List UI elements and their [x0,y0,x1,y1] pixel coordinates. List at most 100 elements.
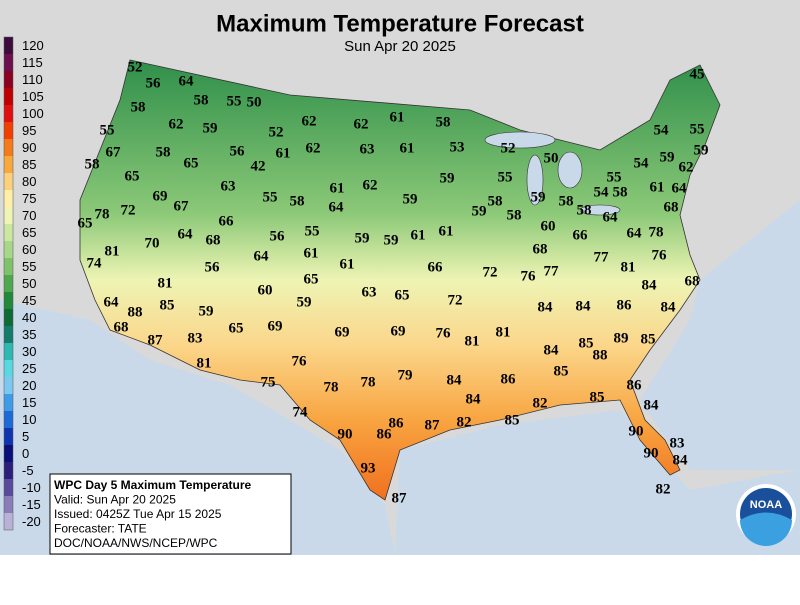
temperature: 84 [447,372,463,388]
temperature: 69 [391,323,406,339]
logo-wave [740,512,792,546]
temperature: 58 [85,156,100,172]
temperature: 60 [541,218,556,234]
temperature: 86 [617,297,633,313]
legend-swatch [4,156,13,173]
temperature: 68 [114,319,129,335]
lake-huron [557,151,583,189]
temperature: 60 [258,282,273,298]
legend-swatch [4,241,13,258]
legend-swatch [4,258,13,275]
temperature: 67 [174,198,190,214]
temperature: 88 [128,304,143,320]
legend-swatch [4,105,13,122]
temperature: 81 [158,275,173,291]
temperature: 90 [338,426,353,442]
temperature: 86 [627,377,643,393]
temperature: 66 [573,227,589,243]
temperature: 70 [145,235,160,251]
legend-frame [3,36,14,531]
temperature: 59 [203,120,218,136]
temperature: 50 [247,94,262,110]
temperature: 64 [254,248,270,264]
temperature: 67 [106,144,122,160]
legend-swatch [4,122,13,139]
lake-michigan [526,154,544,206]
legend: 1201151101051009590858075706560555045403… [3,36,44,531]
temperature: 58 [194,92,209,108]
temperature: 74 [293,404,309,420]
temperature: 59 [694,142,709,158]
logo-text: NOAA [750,499,782,511]
temperature: 81 [197,355,212,371]
temperature: 54 [634,155,650,171]
legend-label: 115 [22,55,43,70]
temperature: 77 [594,249,610,265]
temperature: 42 [251,158,266,174]
legend-label: 65 [22,225,36,240]
temperature: 68 [664,199,679,215]
legend-swatch [4,411,13,428]
temperature: 93 [361,460,376,476]
temperature: 84 [576,298,592,314]
legend-label: 70 [22,208,36,223]
legend-swatch [4,275,13,292]
temperature: 64 [104,294,120,310]
lake-superior [484,131,556,149]
legend-label: 45 [22,293,36,308]
temperature: 54 [654,122,670,138]
info-line: DOC/NOAA/NWS/NCEP/WPC [54,536,218,550]
temperature: 61 [390,109,405,125]
temperature: 76 [292,353,308,369]
temperature: 65 [304,271,319,287]
temperature: 74 [87,255,103,271]
temperature: 61 [304,245,319,261]
legend-label: 60 [22,242,36,257]
temperature: 87 [148,332,164,348]
legend-label: 35 [22,327,36,342]
temperature: 65 [229,320,244,336]
temperature: 72 [448,292,463,308]
temperature: 65 [125,168,140,184]
temperature: 81 [465,333,480,349]
temperature: 59 [472,203,487,219]
temperature: 75 [261,374,276,390]
legend-swatch [4,360,13,377]
temperature: 84 [544,342,560,358]
temperature: 90 [644,445,659,461]
temperature: 78 [324,379,339,395]
temperature: 85 [160,297,175,313]
temperature: 72 [121,202,136,218]
temperature: 68 [206,232,221,248]
temperature: 61 [411,227,426,243]
legend-label: -5 [22,463,34,478]
temperature: 54 [594,184,610,200]
temperature: 62 [363,177,378,193]
temperature: 84 [661,299,677,315]
legend-swatch [4,377,13,394]
legend-swatch [4,496,13,513]
info-line: Forecaster: TATE [54,522,147,536]
legend-swatch [4,37,13,54]
legend-label: 80 [22,174,36,189]
legend-label: 15 [22,395,36,410]
temperature: 59 [199,303,214,319]
temperature: 61 [276,145,291,161]
legend-label: 25 [22,361,36,376]
temperature: 68 [533,241,548,257]
temperature: 62 [302,113,317,129]
temperature: 66 [428,259,444,275]
legend-swatch [4,54,13,71]
info-line: Issued: 0425Z Tue Apr 15 2025 [54,507,222,521]
temperature: 78 [95,206,110,222]
legend-swatch [4,394,13,411]
legend-swatch [4,224,13,241]
temperature: 77 [544,263,560,279]
legend-label: 10 [22,412,36,427]
temperature: 85 [554,363,569,379]
temperature: 64 [329,199,345,215]
legend-label: 0 [22,446,29,461]
temperature: 62 [306,140,321,156]
